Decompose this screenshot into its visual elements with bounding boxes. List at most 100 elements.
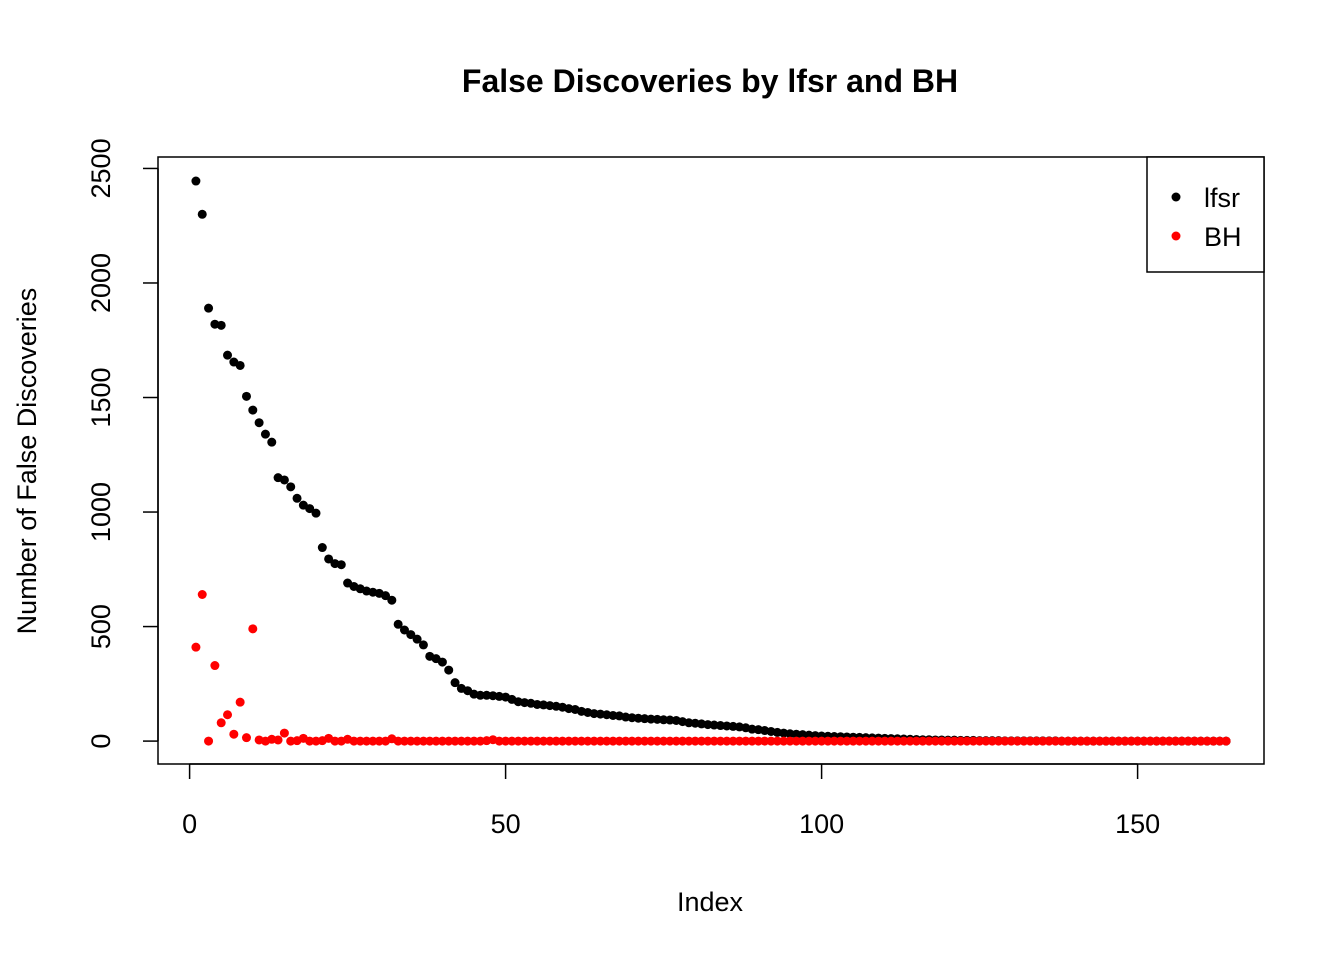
- data-point-lfsr: [418, 640, 428, 650]
- data-point-lfsr: [387, 595, 397, 605]
- data-point-bh: [968, 736, 978, 746]
- data-point-bh: [785, 736, 795, 746]
- data-point-bh: [393, 736, 403, 746]
- data-point-lfsr: [248, 405, 258, 415]
- y-tick-label: 2500: [86, 138, 116, 198]
- data-point-bh: [1031, 736, 1041, 746]
- x-axis-title: Index: [677, 887, 744, 917]
- data-point-bh: [1196, 736, 1206, 746]
- data-point-bh: [406, 736, 416, 746]
- data-point-lfsr: [324, 554, 334, 564]
- data-point-lfsr: [406, 630, 416, 640]
- data-point-bh: [273, 735, 283, 745]
- data-point-bh: [564, 736, 574, 746]
- data-point-bh: [374, 736, 384, 746]
- data-point-bh: [463, 736, 473, 746]
- data-point-bh: [191, 642, 201, 652]
- data-point-bh: [1120, 736, 1130, 746]
- data-point-bh: [418, 736, 428, 746]
- data-point-bh: [1114, 736, 1124, 746]
- legend-label-lfsr: lfsr: [1204, 183, 1240, 213]
- data-point-lfsr: [393, 619, 403, 629]
- data-point-bh: [962, 736, 972, 746]
- data-point-bh: [1013, 736, 1023, 746]
- data-point-lfsr: [437, 657, 447, 667]
- x-tick-label: 0: [182, 809, 197, 839]
- data-point-bh: [924, 736, 934, 746]
- data-point-bh: [855, 736, 865, 746]
- data-point-lfsr: [305, 504, 315, 514]
- data-point-bh: [1101, 736, 1111, 746]
- data-point-bh: [943, 736, 953, 746]
- data-point-bh: [235, 697, 245, 707]
- data-point-bh: [842, 736, 852, 746]
- data-point-bh: [671, 736, 681, 746]
- data-point-lfsr: [279, 475, 289, 485]
- data-point-lfsr: [381, 591, 391, 601]
- data-point-bh: [1215, 736, 1225, 746]
- data-point-bh: [665, 736, 675, 746]
- data-point-bh: [817, 736, 827, 746]
- data-point-bh: [684, 736, 694, 746]
- y-axis-title: Number of False Discoveries: [12, 288, 42, 635]
- data-point-bh: [1082, 736, 1092, 746]
- data-point-bh: [507, 736, 517, 746]
- data-point-bh: [697, 736, 707, 746]
- data-point-bh: [905, 736, 915, 746]
- x-axis: 0 50 100 150: [182, 763, 1160, 839]
- data-point-bh: [216, 718, 226, 728]
- data-point-lfsr: [475, 690, 485, 700]
- data-point-bh: [1025, 736, 1035, 746]
- data-point-lfsr: [444, 665, 454, 675]
- data-point-bh: [576, 736, 586, 746]
- legend-box: [1146, 156, 1265, 273]
- data-point-lfsr: [292, 493, 302, 503]
- data-point-bh: [229, 729, 239, 739]
- data-point-bh: [930, 736, 940, 746]
- data-point-bh: [1158, 736, 1168, 746]
- data-point-bh: [583, 736, 593, 746]
- data-point-bh: [791, 736, 801, 746]
- data-point-bh: [734, 736, 744, 746]
- data-point-bh: [1202, 736, 1212, 746]
- data-point-bh: [804, 736, 814, 746]
- data-point-lfsr: [311, 508, 321, 518]
- data-point-bh: [349, 736, 359, 746]
- data-point-bh: [823, 736, 833, 746]
- data-point-bh: [836, 736, 846, 746]
- data-point-bh: [1000, 736, 1010, 746]
- data-point-bh: [456, 736, 466, 746]
- data-point-lfsr: [336, 560, 346, 570]
- data-point-bh: [589, 736, 599, 746]
- data-point-bh: [956, 736, 966, 746]
- data-point-bh: [1038, 736, 1048, 746]
- data-point-bh: [886, 736, 896, 746]
- data-point-bh: [1145, 736, 1155, 746]
- data-point-bh: [1044, 736, 1054, 746]
- data-points: [191, 176, 1231, 746]
- data-point-bh: [747, 736, 757, 746]
- data-point-bh: [248, 624, 258, 634]
- data-point-lfsr: [646, 714, 656, 724]
- data-point-lfsr: [223, 350, 233, 360]
- data-point-bh: [614, 736, 624, 746]
- data-point-bh: [975, 736, 985, 746]
- legend-marker-bh: [1171, 231, 1181, 241]
- data-point-bh: [1019, 736, 1029, 746]
- data-point-bh: [204, 736, 214, 746]
- data-point-bh: [1189, 736, 1199, 746]
- legend: lfsr BH: [1146, 156, 1265, 273]
- data-point-bh: [987, 736, 997, 746]
- data-point-bh: [399, 736, 409, 746]
- data-point-lfsr: [659, 715, 669, 725]
- data-point-bh: [197, 589, 207, 599]
- data-point-bh: [766, 736, 776, 746]
- plot-area-frame: [157, 156, 1265, 765]
- data-point-bh: [646, 736, 656, 746]
- data-point-bh: [678, 736, 688, 746]
- data-point-bh: [1095, 736, 1105, 746]
- data-point-lfsr: [286, 482, 296, 492]
- data-point-bh: [703, 736, 713, 746]
- data-point-lfsr: [235, 360, 245, 370]
